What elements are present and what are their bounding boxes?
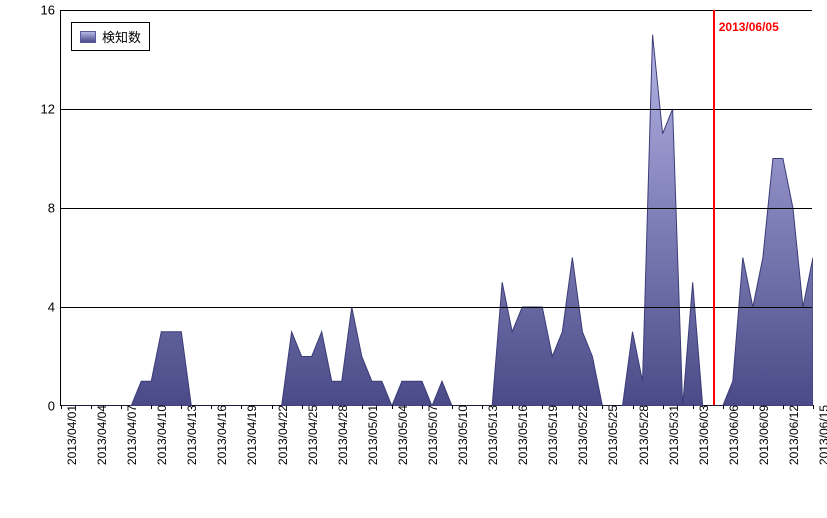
xtick-label: 2013/04/19 [241, 405, 259, 465]
xtick-label: 2013/04/22 [272, 405, 290, 465]
xtick-label: 2013/05/16 [512, 405, 530, 465]
ytick-label: 8 [48, 201, 61, 216]
legend: 検知数 [71, 22, 150, 51]
xtick-label: 2013/06/15 [813, 405, 827, 465]
gridline [61, 307, 812, 308]
xtick-label: 2013/04/04 [91, 405, 109, 465]
xtick-label: 2013/05/25 [602, 405, 620, 465]
plot-area: 0481216 2013/04/012013/04/042013/04/0720… [60, 10, 812, 406]
xtick-label: 2013/05/10 [452, 405, 470, 465]
gridline [61, 208, 812, 209]
marker-vertical-line [713, 10, 715, 405]
marker-label: 2013/06/05 [719, 20, 779, 34]
gridline [61, 10, 812, 11]
xtick-label: 2013/04/16 [211, 405, 229, 465]
gridline [61, 109, 812, 110]
ytick-label: 4 [48, 300, 61, 315]
xtick-label: 2013/04/25 [302, 405, 320, 465]
xtick-label: 2013/04/01 [61, 405, 79, 465]
xtick-label: 2013/05/31 [663, 405, 681, 465]
xtick-label: 2013/04/10 [151, 405, 169, 465]
xtick-label: 2013/04/13 [181, 405, 199, 465]
xtick-label: 2013/06/03 [693, 405, 711, 465]
ytick-label: 12 [41, 102, 61, 117]
detection-count-chart: 0 4 8 12 16 2013/04/01 2013/04/04 2013/04/07 20… [0, 0, 827, 518]
xtick-label: 2013/05/28 [633, 405, 651, 465]
xtick-label: 2013/06/12 [783, 405, 801, 465]
xtick-label: 2013/05/01 [362, 405, 380, 465]
ytick-label: 16 [41, 3, 61, 18]
xtick-label: 2013/05/19 [542, 405, 560, 465]
xtick-label: 2013/05/13 [482, 405, 500, 465]
legend-swatch [80, 31, 96, 43]
xtick-label: 2013/04/07 [121, 405, 139, 465]
xtick-label: 2013/06/09 [753, 405, 771, 465]
xtick-label: 2013/05/07 [422, 405, 440, 465]
xtick-label: 2013/05/04 [392, 405, 410, 465]
ytick-label: 0 [48, 399, 61, 414]
xtick-label: 2013/06/06 [723, 405, 741, 465]
xtick-label: 2013/04/28 [332, 405, 350, 465]
legend-label: 検知数 [102, 27, 141, 46]
xtick-label: 2013/05/22 [572, 405, 590, 465]
